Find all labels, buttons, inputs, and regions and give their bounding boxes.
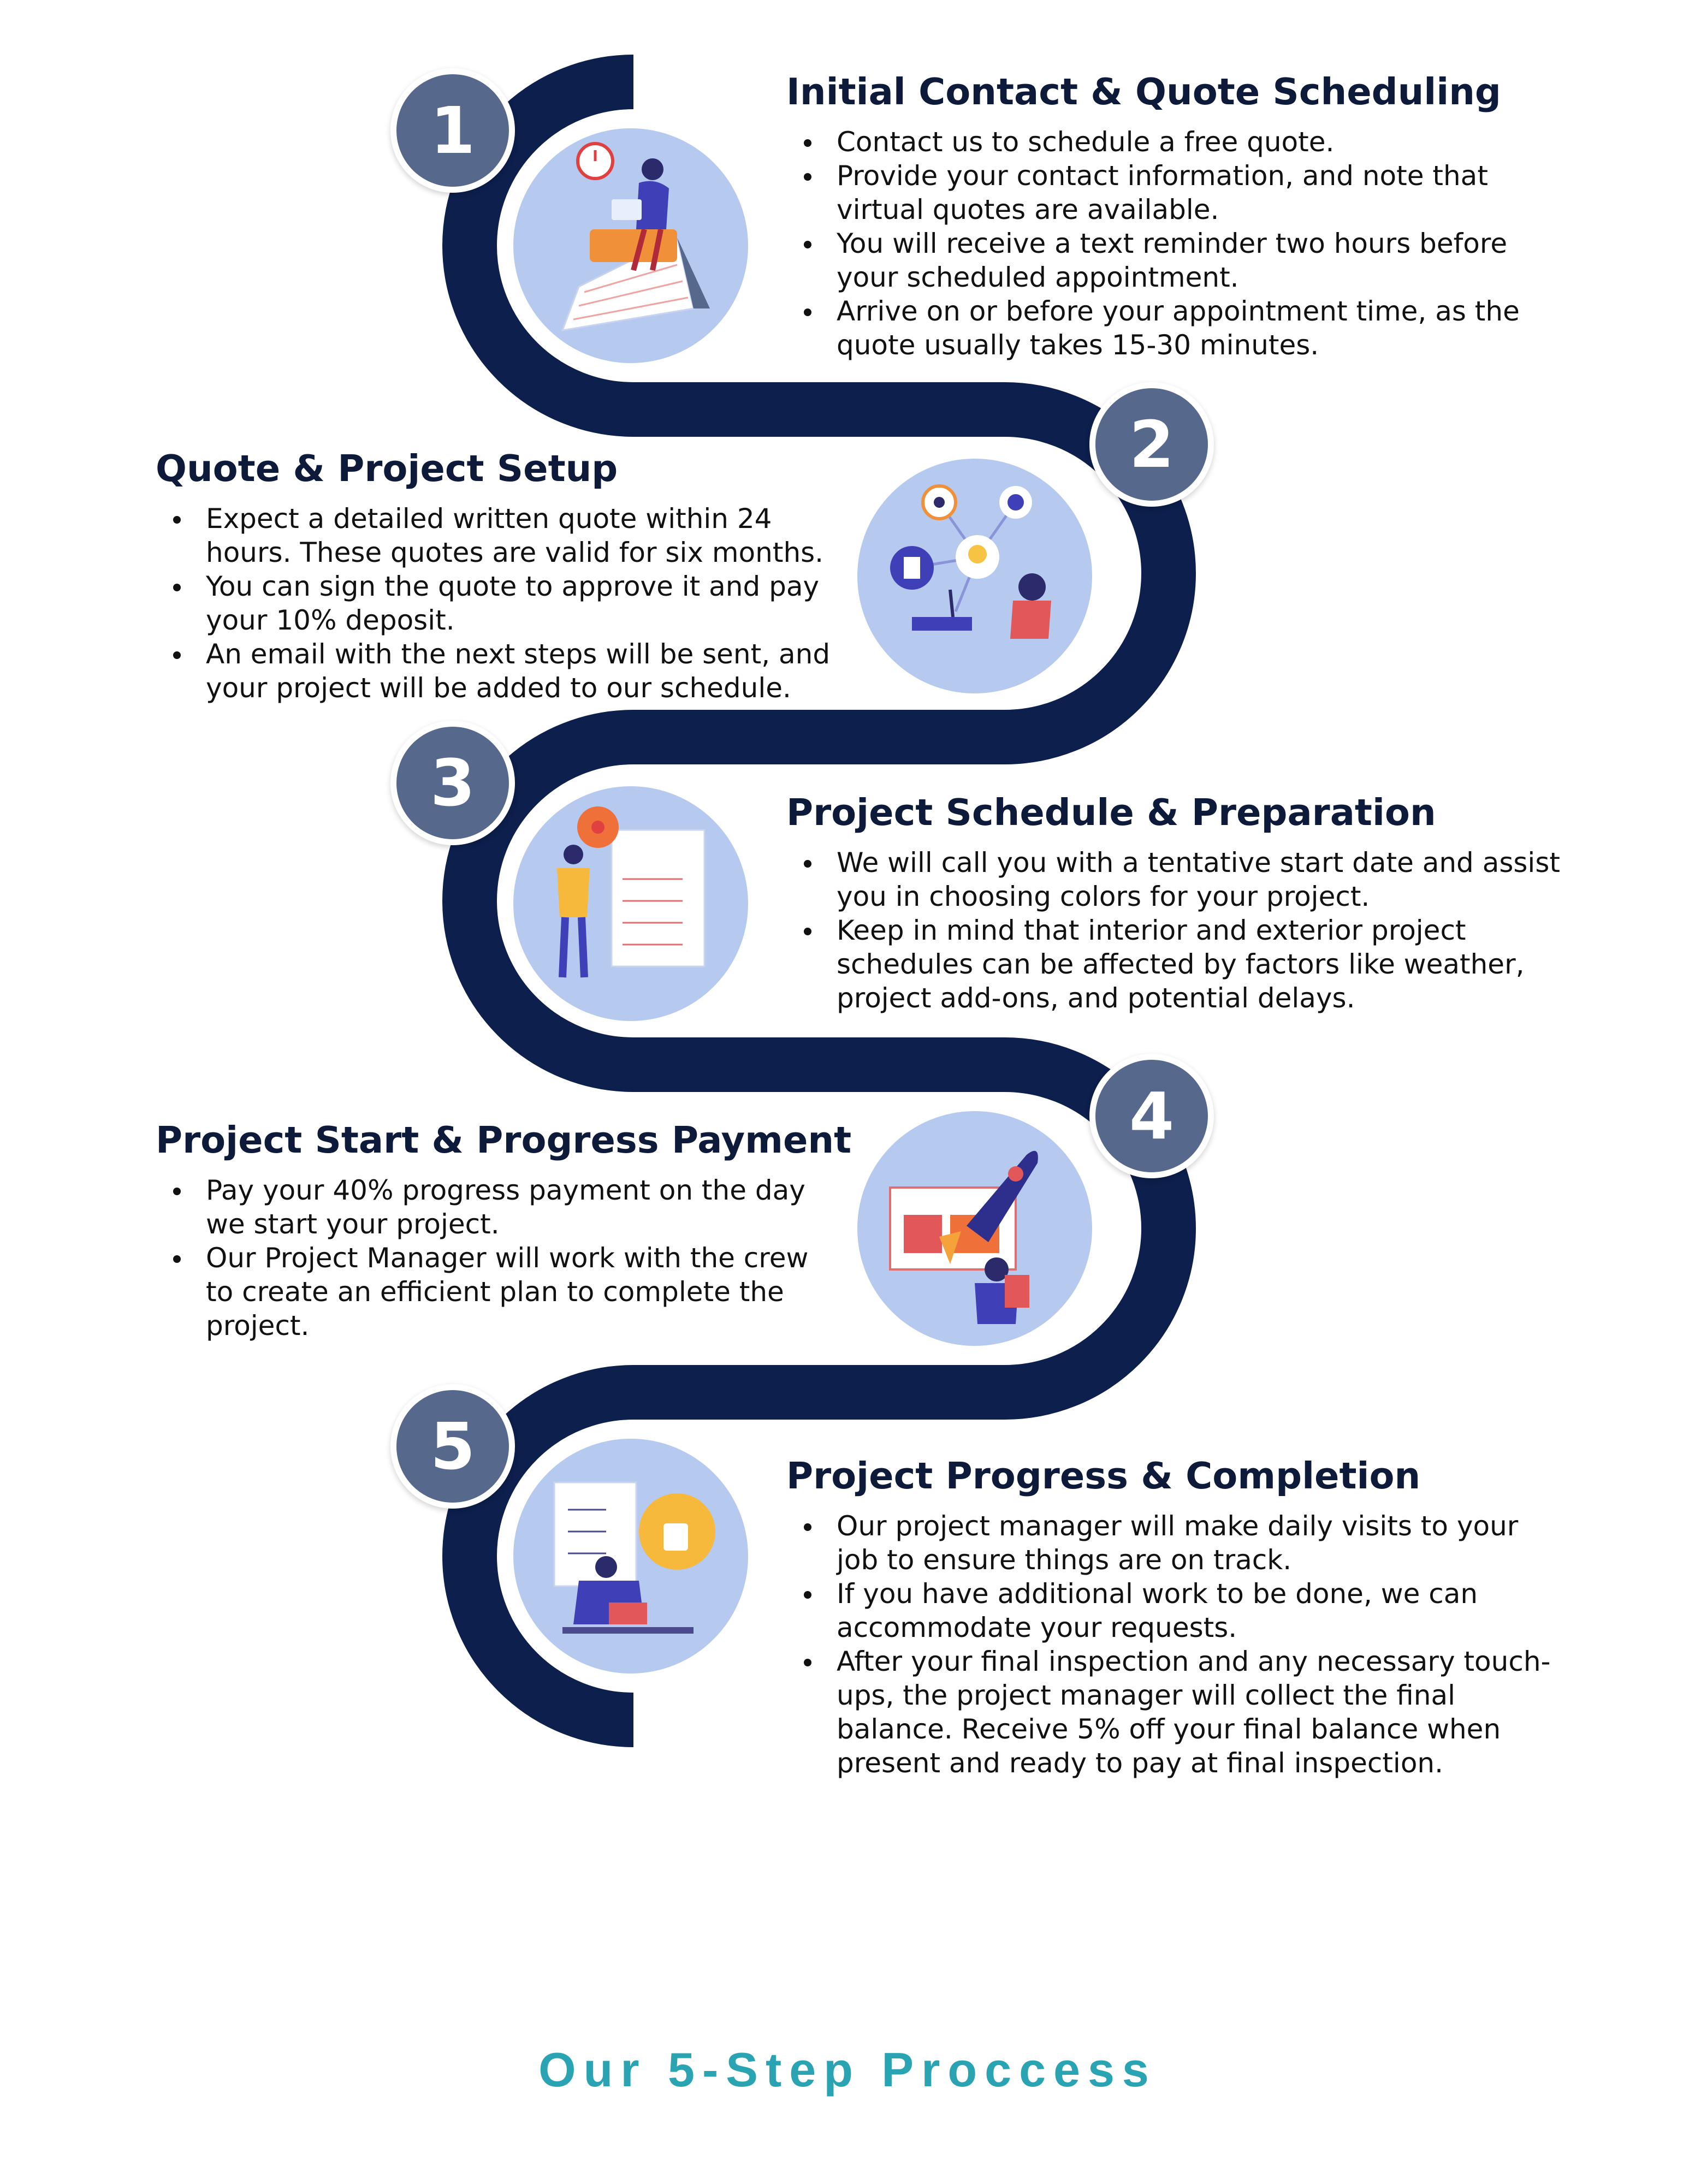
step-2-title: Quote & Project Setup [156,447,618,490]
step-4-bullet-1: Pay your 40% progress payment on the day… [173,1173,833,1241]
step-3-bullet-1: We will call you with a tentative start … [804,846,1573,913]
step-3-title: Project Schedule & Preparation [786,791,1436,834]
step-4-illustration [857,1111,1092,1346]
step-4-bullet-2: Our Project Manager will work with the c… [173,1241,833,1343]
step-1-text: Initial Contact & Quote Scheduling Conta… [786,70,1562,362]
step-4-bullets: Pay your 40% progress payment on the day… [156,1173,833,1343]
step-2-text: Quote & Project Setup Expect a detailed … [156,447,833,705]
step-2-bullets: Expect a detailed written quote within 2… [156,502,833,705]
step-1-bullet-4: Arrive on or before your appointment tim… [804,294,1562,362]
step-1-number-badge: 1 [390,68,515,193]
step-3-number-badge: 3 [390,721,515,845]
step-3-bullet-2: Keep in mind that interior and exterior … [804,913,1573,1015]
step-4-text: Project Start & Progress Payment Pay you… [156,1119,852,1343]
step-2-bullet-3: An email with the next steps will be sen… [173,637,833,705]
step-1-illustration [513,128,748,363]
step-5-number-badge: 5 [390,1384,515,1509]
step-2-illustration [857,459,1092,693]
step-3-bullets: We will call you with a tentative start … [786,846,1573,1015]
step-1-bullet-3: You will receive a text reminder two hou… [804,227,1562,294]
step-1-bullets: Contact us to schedule a free quote. Pro… [786,125,1562,362]
step-2-number-badge: 2 [1089,382,1214,507]
footer-title: Our 5-Step Proccess [538,2043,1157,2097]
step-5-bullet-2: If you have additional work to be done, … [804,1577,1567,1645]
step-5-text: Project Progress & Completion Our projec… [786,1455,1567,1780]
step-3-illustration [513,786,748,1021]
step-3-text: Project Schedule & Preparation We will c… [786,791,1573,1015]
step-5-bullets: Our project manager will make daily visi… [786,1509,1567,1780]
step-1-bullet-2: Provide your contact information, and no… [804,159,1562,227]
step-4-number-badge: 4 [1089,1054,1214,1178]
step-4-title: Project Start & Progress Payment [156,1119,852,1161]
step-1-title: Initial Contact & Quote Scheduling [786,70,1501,113]
step-5-title: Project Progress & Completion [786,1455,1421,1497]
step-2-bullet-2: You can sign the quote to approve it and… [173,569,833,637]
step-5-bullet-3: After your final inspection and any nece… [804,1645,1567,1780]
step-5-bullet-1: Our project manager will make daily visi… [804,1509,1567,1577]
step-5-illustration [513,1439,748,1673]
step-2-bullet-1: Expect a detailed written quote within 2… [173,502,833,569]
step-1-bullet-1: Contact us to schedule a free quote. [804,125,1562,159]
